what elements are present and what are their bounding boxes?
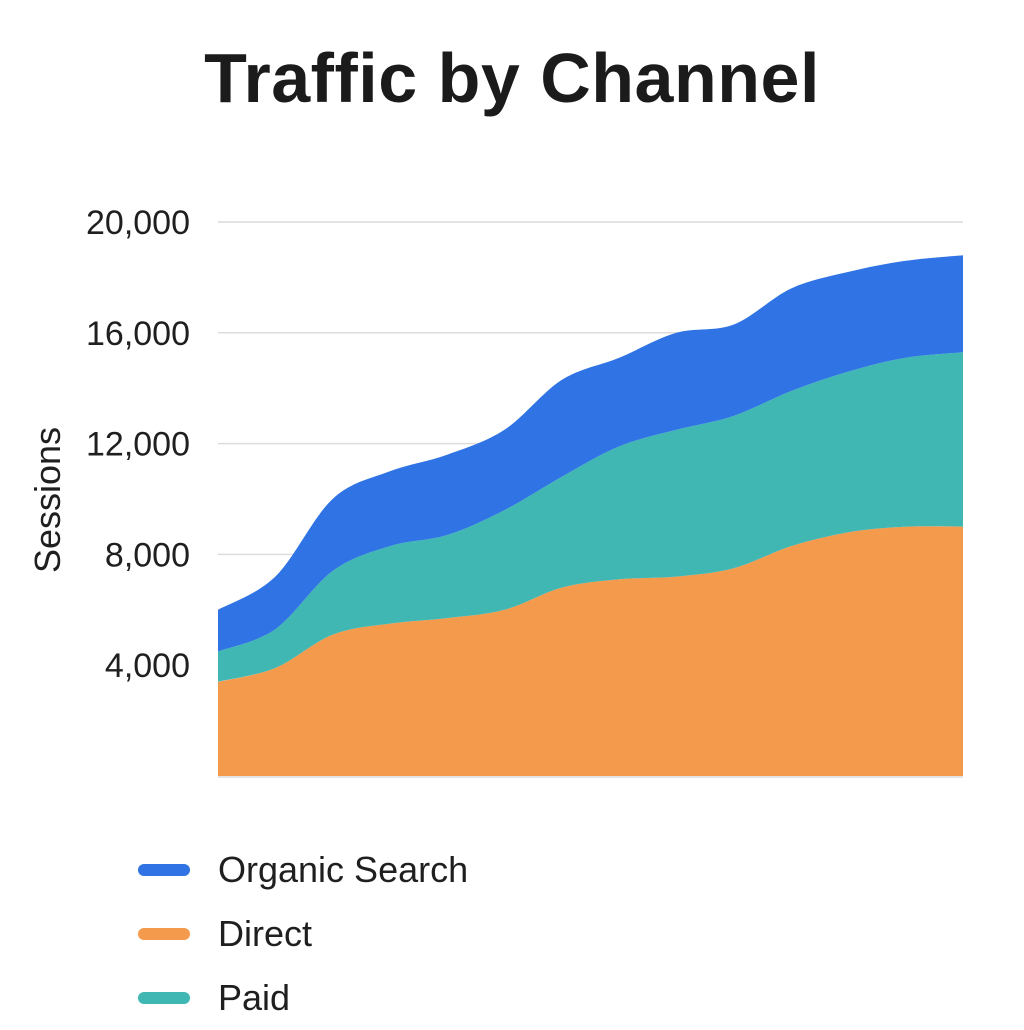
legend-item-paid: Paid	[138, 966, 468, 1030]
legend-label: Organic Search	[218, 849, 469, 890]
y-tick-label: 12,000	[86, 426, 190, 464]
area-paid	[218, 352, 963, 682]
legend-swatch-direct	[138, 928, 190, 940]
y-axis-label: Sessions	[27, 427, 68, 573]
legend-item-direct: Direct	[138, 902, 468, 966]
legend-label: Direct	[218, 913, 313, 954]
area-organic-search	[218, 255, 963, 652]
y-tick-label: 8,000	[105, 536, 190, 574]
chart-title: Traffic by Channel	[204, 39, 820, 117]
chart-legend: Organic Search Direct Paid	[138, 838, 468, 1030]
area-direct	[218, 526, 963, 776]
y-tick-label: 16,000	[86, 315, 190, 353]
y-tick-label: 20,000	[86, 204, 190, 242]
legend-label: Paid	[218, 977, 291, 1018]
legend-swatch-organic-search	[138, 864, 190, 876]
y-tick-label: 4,000	[105, 647, 190, 685]
area-series	[218, 255, 963, 776]
legend-item-organic-search: Organic Search	[138, 838, 468, 902]
y-axis: 4,000 8,000 12,000 16,000 20,000	[86, 204, 190, 685]
legend-swatch-paid	[138, 992, 190, 1004]
